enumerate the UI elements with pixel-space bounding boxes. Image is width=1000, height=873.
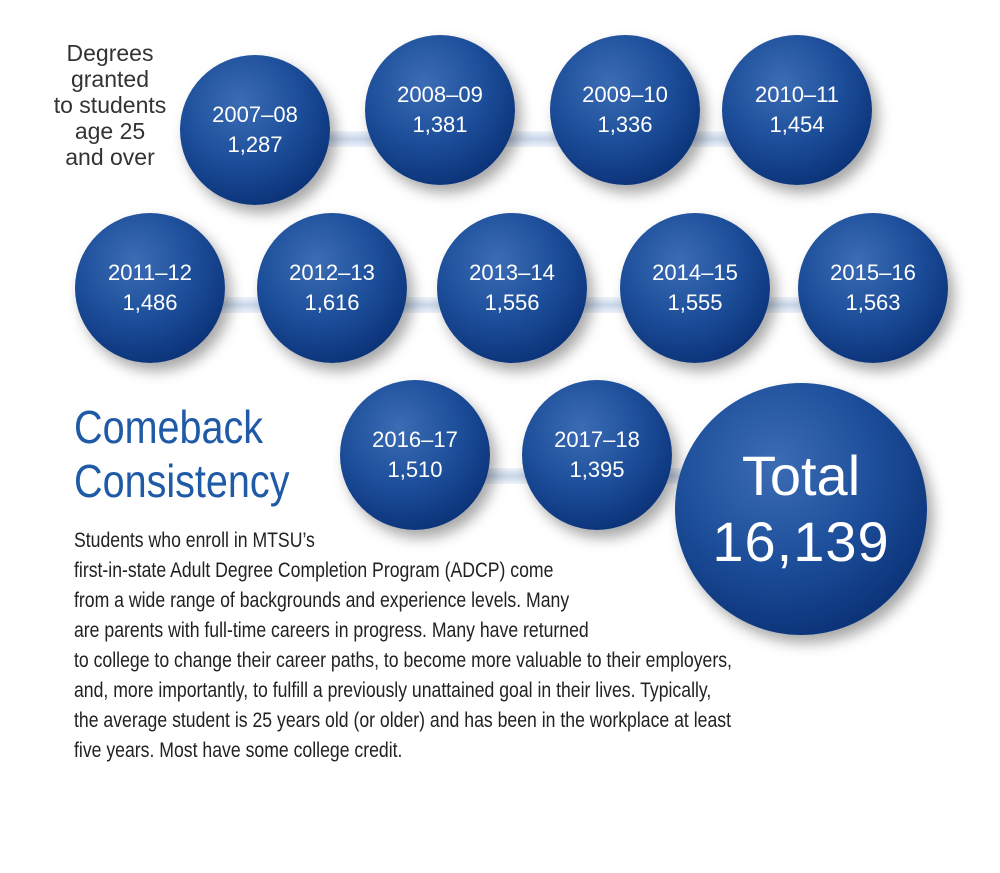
bubble-value: 1,486 xyxy=(122,290,178,315)
bubble-2016-17: 2016–17 1,510 xyxy=(340,380,490,530)
bubble-year: 2011–12 xyxy=(107,260,192,285)
total-bubble: Total 16,139 xyxy=(675,383,927,635)
bubble-value: 1,510 xyxy=(387,457,443,482)
bubble-year: 2007–08 xyxy=(212,102,298,127)
bubble-value: 1,616 xyxy=(304,290,360,315)
bubble-2014-15: 2014–15 1,555 xyxy=(620,213,770,363)
side-label-line: Degrees xyxy=(66,40,154,66)
bubble-year: 2016–17 xyxy=(372,427,458,452)
body-line: from a wide range of backgrounds and exp… xyxy=(74,589,570,612)
bubble-2008-09: 2008–09 1,381 xyxy=(365,35,515,185)
side-label: Degrees granted to students age 25 and o… xyxy=(40,40,180,170)
bubble-value: 1,381 xyxy=(412,112,468,137)
heading-line: Comeback xyxy=(74,401,264,453)
bubble-value: 1,287 xyxy=(227,132,283,157)
total-label: Total xyxy=(741,444,861,507)
body-line: to college to change their career paths,… xyxy=(74,649,732,672)
bubble-year: 2009–10 xyxy=(582,82,668,107)
total-value: 16,139 xyxy=(712,510,890,573)
bubble-year: 2012–13 xyxy=(289,260,375,285)
bubble-year: 2015–16 xyxy=(830,260,916,285)
bubble-year: 2014–15 xyxy=(652,260,738,285)
bubble-year: 2008–09 xyxy=(397,82,483,107)
side-label-line: and over xyxy=(65,144,155,170)
bubble-year: 2017–18 xyxy=(554,427,640,452)
side-label-line: granted xyxy=(70,66,149,92)
bubble-2009-10: 2009–10 1,336 xyxy=(550,35,700,185)
bubble-2011-12: 2011–12 1,486 xyxy=(75,213,225,363)
body-line: are parents with full-time careers in pr… xyxy=(74,619,589,642)
bubble-value: 1,555 xyxy=(667,290,723,315)
bubble-value: 1,563 xyxy=(845,290,901,315)
bubble-value: 1,395 xyxy=(569,457,625,482)
body-line: Students who enroll in MTSU’s xyxy=(74,529,315,552)
body-line: first-in-state Adult Degree Completion P… xyxy=(74,559,554,582)
section-heading: Comeback Consistency xyxy=(74,400,289,508)
bubble-2010-11: 2010–11 1,454 xyxy=(722,35,872,185)
bubble-2017-18: 2017–18 1,395 xyxy=(522,380,672,530)
body-paragraph: Students who enroll in MTSU’s first-in-s… xyxy=(74,526,857,766)
bubble-year: 2010–11 xyxy=(754,82,839,107)
bubble-value: 1,336 xyxy=(597,112,653,137)
bubble-value: 1,556 xyxy=(484,290,540,315)
heading-line: Consistency xyxy=(74,455,290,507)
bubble-2015-16: 2015–16 1,563 xyxy=(798,213,948,363)
bubble-2007-08: 2007–08 1,287 xyxy=(180,55,330,205)
body-line: five years. Most have some college credi… xyxy=(74,739,403,762)
bubble-2013-14: 2013–14 1,556 xyxy=(437,213,587,363)
bubble-year: 2013–14 xyxy=(469,260,555,285)
bubble-value: 1,454 xyxy=(769,112,825,137)
body-line: and, more importantly, to fulfill a prev… xyxy=(74,679,712,702)
side-label-line: to students xyxy=(53,92,167,118)
bubble-2012-13: 2012–13 1,616 xyxy=(257,213,407,363)
side-label-line: age 25 xyxy=(74,118,146,144)
body-line: the average student is 25 years old (or … xyxy=(74,709,731,732)
